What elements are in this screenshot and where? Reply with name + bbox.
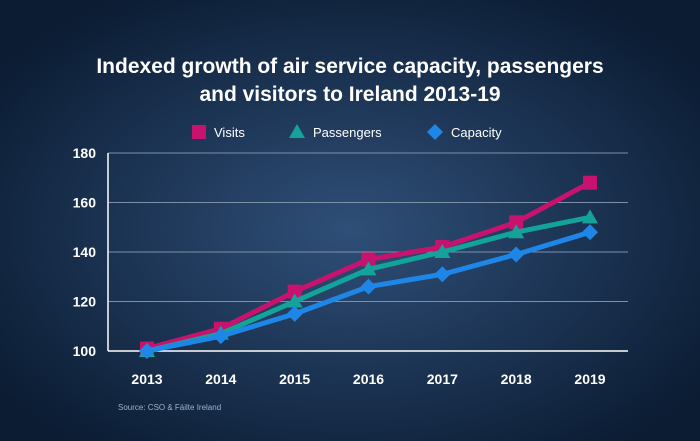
x-tick-label: 2015 (279, 371, 310, 387)
passengers-point (434, 244, 451, 258)
chart-series (139, 175, 598, 359)
chart-title-line-2: and visitors to Ireland 2013-19 (199, 83, 500, 106)
y-tick-label: 120 (73, 294, 97, 310)
legend-label-visits: Visits (214, 125, 245, 140)
passengers-point (582, 209, 598, 224)
y-axis-tick-labels: 100 120 140 160 180 (73, 145, 97, 359)
passengers-point (360, 261, 377, 276)
source-note: Source: CSO & Fáilte Ireland (118, 403, 221, 412)
x-axis-tick-labels: 2013 2014 2015 2016 2017 2018 2019 (131, 371, 605, 387)
chart-title-line-1: Indexed growth of air service capacity, … (96, 55, 603, 78)
capacity-point (360, 278, 377, 295)
legend-label-capacity: Capacity (451, 125, 502, 140)
legend-label-passengers: Passengers (313, 125, 382, 140)
passengers-point (286, 293, 303, 308)
y-tick-label: 100 (73, 343, 97, 359)
x-tick-label: 2018 (501, 371, 532, 387)
visits-point (287, 284, 302, 299)
capacity-point (434, 266, 451, 283)
x-tick-label: 2019 (574, 371, 605, 387)
legend-marker-capacity (427, 124, 443, 140)
series-capacity (139, 224, 598, 359)
x-tick-label: 2017 (427, 371, 458, 387)
legend-marker-passengers (289, 124, 305, 138)
legend-item-passengers: Passengers (289, 124, 382, 140)
capacity-point (582, 224, 598, 241)
visits-point (509, 215, 524, 230)
y-tick-label: 140 (73, 244, 97, 260)
x-tick-label: 2013 (131, 371, 162, 387)
legend-item-visits: Visits (192, 125, 245, 140)
passengers-point (508, 224, 525, 239)
visits-point (583, 175, 597, 190)
legend-marker-visits (192, 125, 206, 139)
capacity-point (139, 343, 155, 359)
capacity-point (286, 305, 303, 322)
visits-point (361, 252, 376, 267)
legend-item-capacity: Capacity (427, 124, 502, 140)
capacity-point (212, 328, 229, 345)
chart-legend: Visits Passengers Capacity (192, 124, 502, 140)
chart-gridlines (107, 152, 628, 352)
capacity-point (508, 246, 525, 263)
y-tick-label: 180 (73, 145, 97, 161)
x-tick-label: 2014 (205, 371, 236, 387)
y-tick-label: 160 (73, 195, 97, 211)
x-tick-label: 2016 (353, 371, 384, 387)
